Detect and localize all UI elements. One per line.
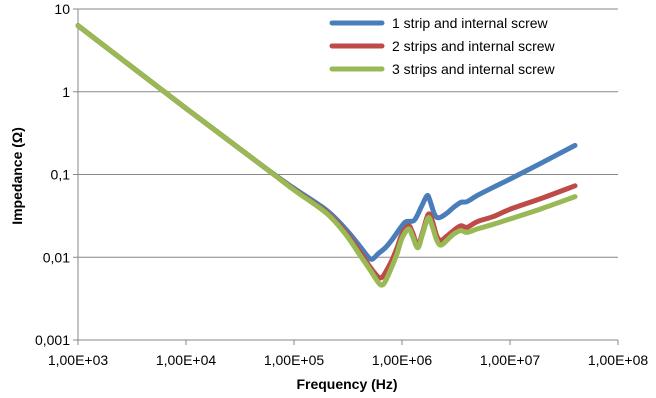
legend-label-3: 3 strips and internal screw: [392, 61, 556, 77]
y-tick-label: 0,1: [51, 167, 71, 183]
x-tick-label: 1,00E+08: [588, 352, 649, 368]
x-tick-label: 1,00E+04: [156, 352, 217, 368]
y-tick-label: 10: [54, 1, 70, 17]
series-lines: [75, 23, 578, 288]
legend-label-1: 1 strip and internal screw: [392, 15, 549, 31]
x-axis-title: Frequency (Hz): [296, 376, 397, 392]
x-tick-label: 1,00E+07: [480, 352, 541, 368]
series-line-3: [75, 23, 578, 288]
x-tick-label: 1,00E+05: [264, 352, 325, 368]
y-tick-label: 0,001: [35, 332, 70, 348]
y-tick-label: 0,01: [43, 249, 70, 265]
y-axis-title: Impedance (Ω): [9, 127, 25, 225]
tick-labels: 0,001 0,01 0,1 1 10 1,00E+03 1,00E+04 1,00E+05 1…: [35, 1, 648, 368]
x-tick-label: 1,00E+03: [48, 352, 109, 368]
legend-label-2: 2 strips and internal screw: [392, 38, 556, 54]
y-tick-label: 1: [62, 84, 70, 100]
legend: 1 strip and internal screw 2 strips and i…: [329, 15, 556, 77]
x-tick-label: 1,00E+06: [372, 352, 433, 368]
axes: [73, 8, 619, 345]
